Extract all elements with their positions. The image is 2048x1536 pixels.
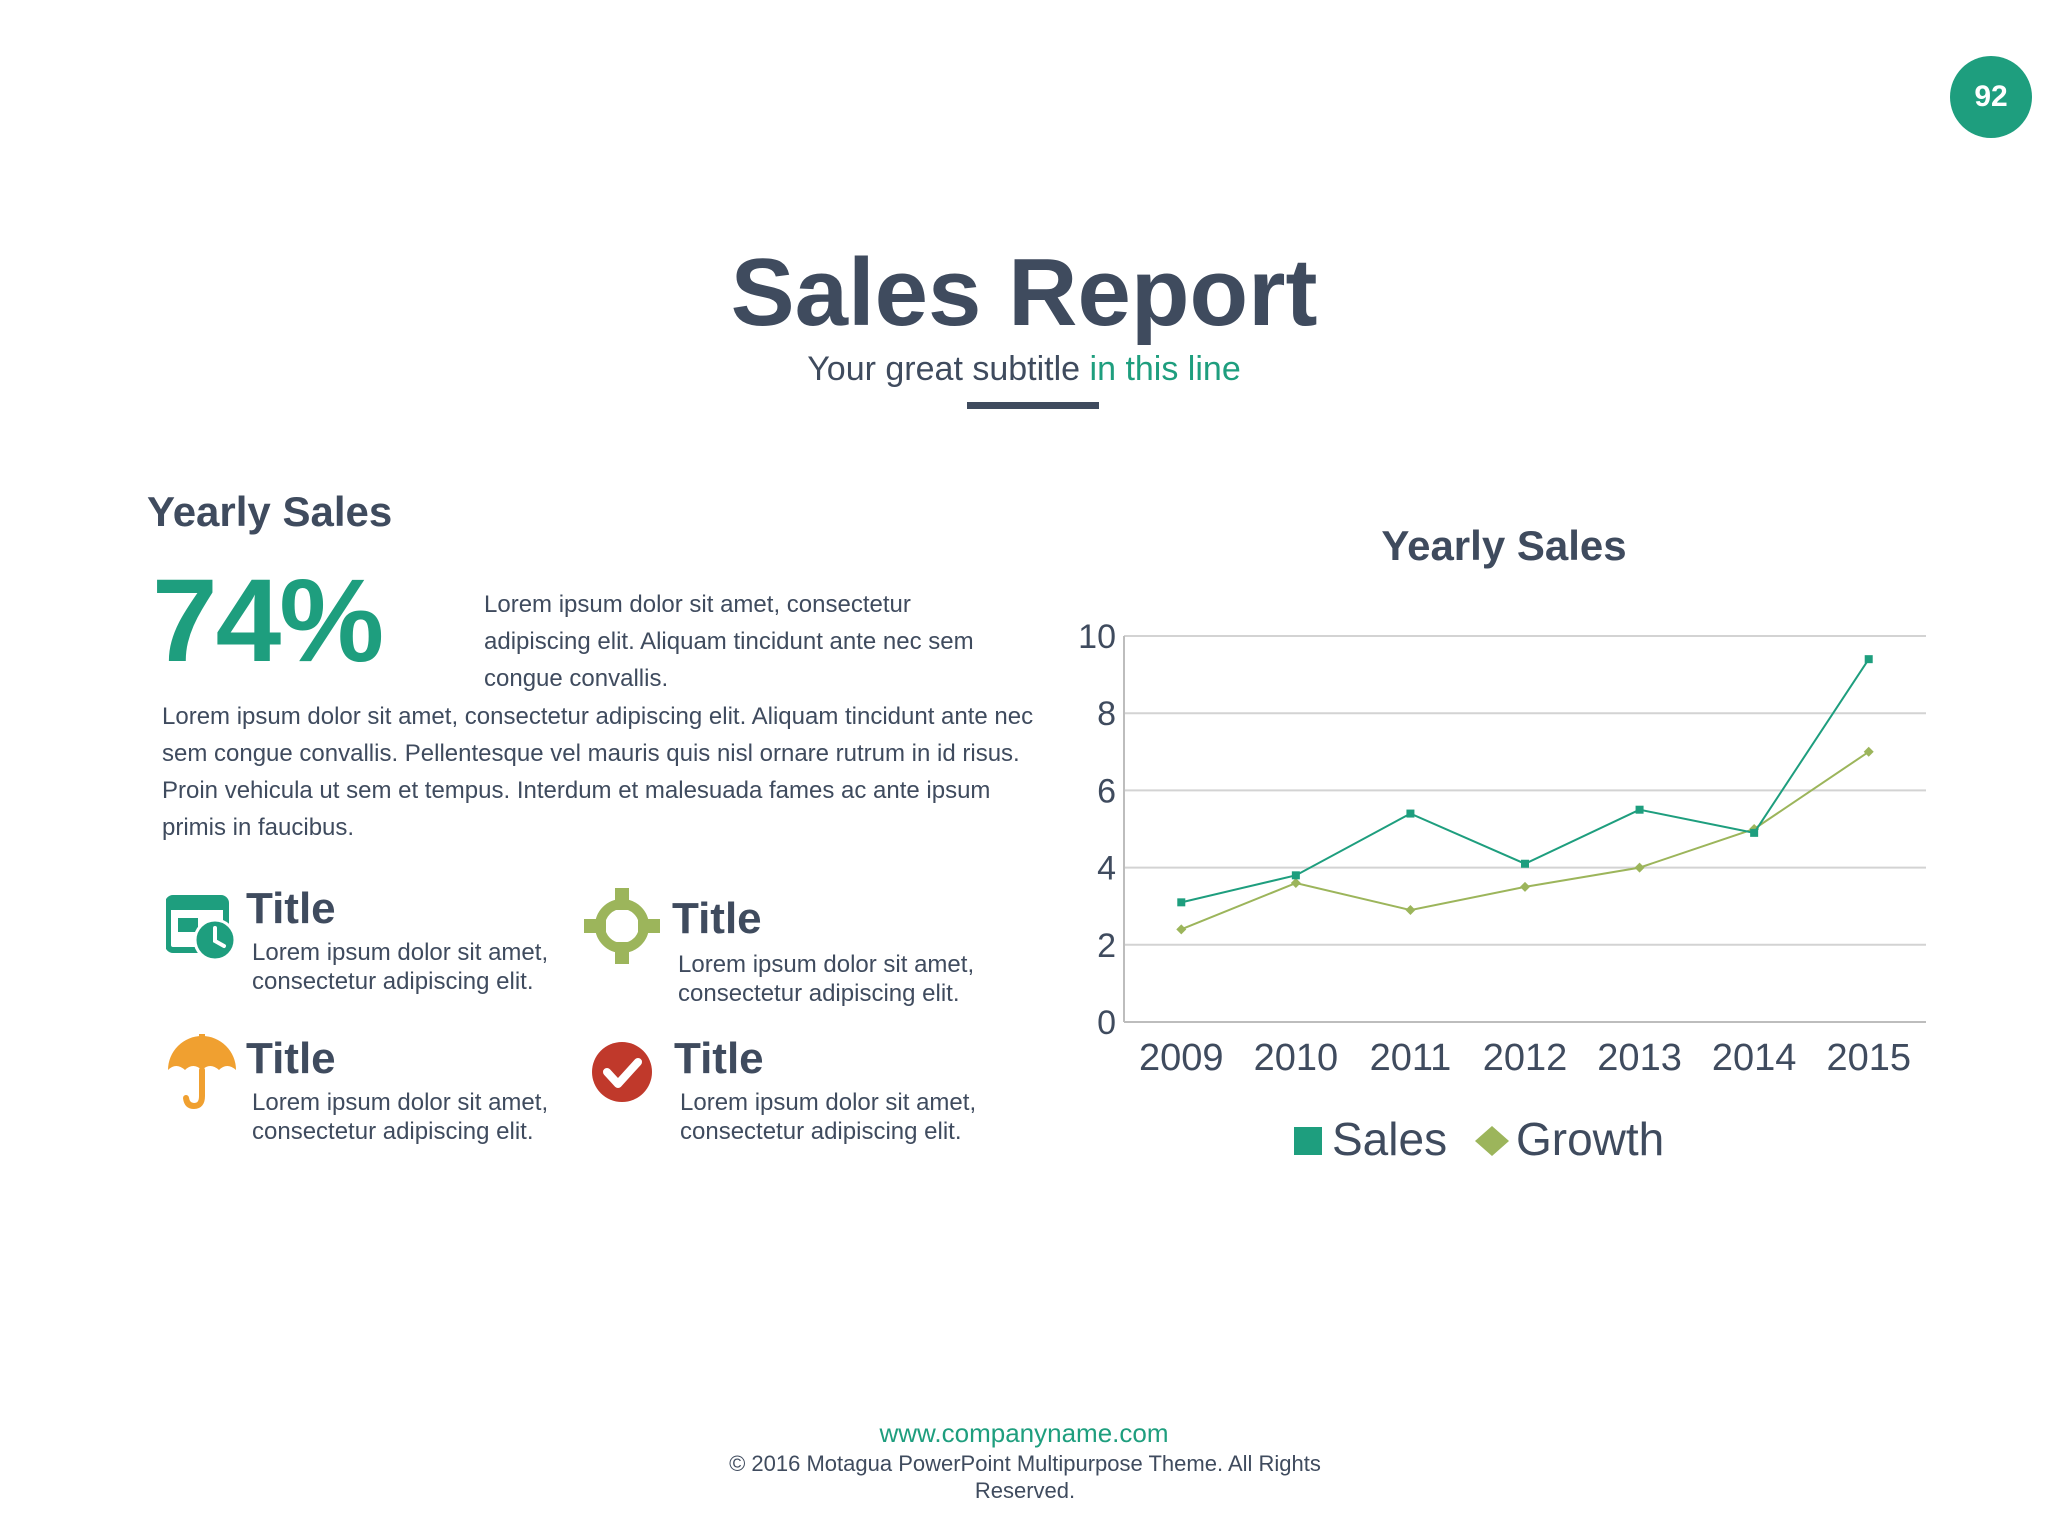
x-tick-label: 2015	[1826, 1037, 1911, 1079]
data-point-sales	[1521, 859, 1529, 868]
section-heading: Yearly Sales	[147, 488, 393, 535]
feature-text: Lorem ipsum dolor sit amet, consectetur …	[678, 951, 975, 1007]
feature-text: Lorem ipsum dolor sit amet, consectetur …	[252, 1089, 549, 1145]
feature-title: Title	[672, 894, 762, 943]
feature-title: Title	[246, 884, 336, 933]
y-tick-label: 4	[1097, 850, 1116, 888]
chart-svg: Yearly Sales 0 2 4 6 8 10 2009 2010 2011 2012 201…	[1078, 522, 1926, 1165]
data-point-growth	[1405, 905, 1416, 916]
footer-copyright: © 2016 Motagua PowerPoint Multipurpose T…	[729, 1451, 1321, 1503]
page-number-badge: 92	[1950, 56, 2032, 138]
data-point-growth	[1520, 881, 1530, 892]
chart-title: Yearly Sales	[1381, 522, 1626, 569]
data-point-sales	[1406, 809, 1415, 818]
short-paragraph: Lorem ipsum dolor sit amet, consectetur …	[484, 591, 974, 692]
legend-marker-growth	[1475, 1126, 1509, 1156]
x-tick-label: 2012	[1483, 1037, 1568, 1079]
y-tick-label: 2	[1097, 927, 1116, 965]
subtitle-main: Your great subtitle	[807, 350, 1081, 388]
big-percent: 74%	[152, 555, 384, 687]
legend-label-growth: Growth	[1516, 1113, 1664, 1165]
x-tick-label: 2011	[1370, 1037, 1452, 1079]
y-tick-label: 0	[1097, 1004, 1116, 1042]
umbrella-icon	[166, 1034, 246, 1114]
target-crosshair-icon	[584, 886, 664, 966]
feature-title: Title	[674, 1034, 764, 1083]
data-point-sales	[1635, 805, 1644, 814]
data-point-sales	[1291, 871, 1300, 880]
subtitle-accent: in this line	[1089, 350, 1241, 388]
chart-series	[1176, 655, 1874, 935]
line-chart: Yearly Sales 0 2 4 6 8 10 2009 2010 2011 2012 201…	[1060, 520, 1980, 1180]
y-tick-label: 6	[1097, 772, 1116, 810]
y-tick-label: 10	[1078, 618, 1116, 656]
chart-legend: Sales Growth	[1294, 1113, 1664, 1165]
footer-url[interactable]: www.companyname.com	[879, 1418, 1169, 1448]
data-point-sales	[1864, 655, 1873, 664]
calendar-clock-icon	[165, 894, 246, 974]
x-tick-label: 2010	[1254, 1037, 1339, 1079]
x-axis-ticks: 2009 2010 2011 2012 2013 2014 2015	[1139, 1037, 1911, 1079]
feature-text: Lorem ipsum dolor sit amet, consectetur …	[680, 1089, 977, 1145]
data-point-growth	[1290, 878, 1301, 889]
legend-label-sales: Sales	[1332, 1113, 1447, 1165]
title-underline	[967, 402, 1099, 409]
legend-marker-sales	[1294, 1127, 1322, 1155]
page-subtitle: Your great subtitle in this line	[0, 350, 2048, 389]
x-tick-label: 2014	[1712, 1037, 1797, 1079]
feature-text: Lorem ipsum dolor sit amet, consectetur …	[252, 939, 549, 995]
data-point-sales	[1750, 828, 1759, 837]
x-tick-label: 2013	[1597, 1037, 1682, 1079]
data-point-growth	[1176, 924, 1187, 935]
x-tick-label: 2009	[1139, 1037, 1224, 1079]
long-paragraph: Lorem ipsum dolor sit amet, consectetur …	[162, 703, 1034, 841]
data-point-sales	[1177, 898, 1186, 907]
feature-title: Title	[246, 1034, 336, 1083]
series-line-growth	[1180, 750, 1870, 931]
data-point-growth	[1634, 862, 1645, 873]
check-circle-icon	[590, 1040, 670, 1120]
chart-grid	[1123, 635, 1926, 1023]
y-axis-ticks: 0 2 4 6 8 10	[1078, 618, 1116, 1042]
y-tick-label: 8	[1097, 695, 1116, 733]
data-point-growth	[1863, 746, 1874, 757]
page-title: Sales Report	[730, 239, 1318, 346]
